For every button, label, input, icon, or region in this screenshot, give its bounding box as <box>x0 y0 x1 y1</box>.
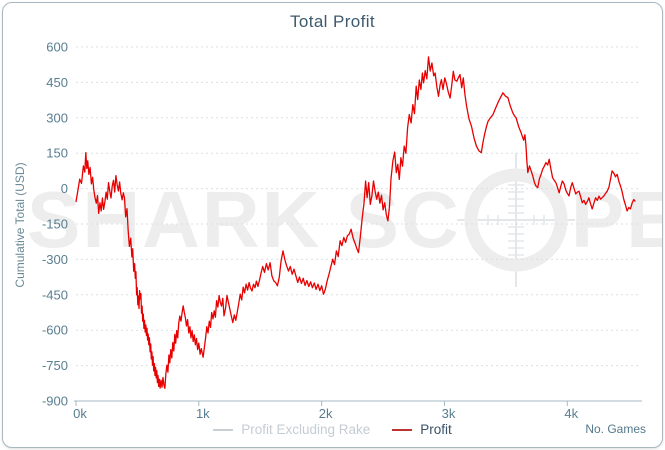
svg-text:0k: 0k <box>73 406 87 421</box>
profit-chart-svg: 600 450 300 150 0 -150 -300 -450 -600 -750 -900 0k 1… <box>42 40 642 421</box>
svg-text:-450: -450 <box>42 287 68 302</box>
svg-text:1k: 1k <box>196 406 210 421</box>
svg-text:-300: -300 <box>42 252 68 267</box>
svg-text:300: 300 <box>46 110 68 125</box>
svg-text:3k: 3k <box>442 406 456 421</box>
svg-text:600: 600 <box>46 40 68 55</box>
y-axis-label: Cumulative Total (USD) <box>13 162 27 288</box>
watermark-text-left: SHARK SC <box>27 175 461 264</box>
svg-text:450: 450 <box>46 75 68 90</box>
svg-text:-900: -900 <box>42 394 68 409</box>
rake-legend-dash-icon <box>213 428 234 431</box>
chart-title: Total Profit <box>289 12 376 31</box>
scope-logo-icon <box>456 153 575 287</box>
svg-text:4k: 4k <box>564 406 578 421</box>
svg-text:-600: -600 <box>42 323 68 338</box>
legend-item-profit: Profit <box>392 422 452 437</box>
svg-text:150: 150 <box>46 146 68 161</box>
x-axis-label: No. Games <box>585 422 646 436</box>
svg-text:0: 0 <box>61 181 68 196</box>
svg-text:2k: 2k <box>319 406 333 421</box>
sharkscope-watermark: SHARK SC <box>27 145 662 295</box>
svg-text:-750: -750 <box>42 358 68 373</box>
profit-legend-dash-icon <box>392 428 413 431</box>
watermark-text-right: PE <box>570 175 662 264</box>
legend-item-profit-excluding-rake: Profit Excluding Rake <box>213 422 370 437</box>
legend-label-profit: Profit <box>420 422 452 437</box>
chart-legend: Profit Excluding Rake Profit <box>3 422 662 437</box>
svg-text:-150: -150 <box>42 217 68 232</box>
legend-label-profit-excluding-rake: Profit Excluding Rake <box>241 422 371 437</box>
